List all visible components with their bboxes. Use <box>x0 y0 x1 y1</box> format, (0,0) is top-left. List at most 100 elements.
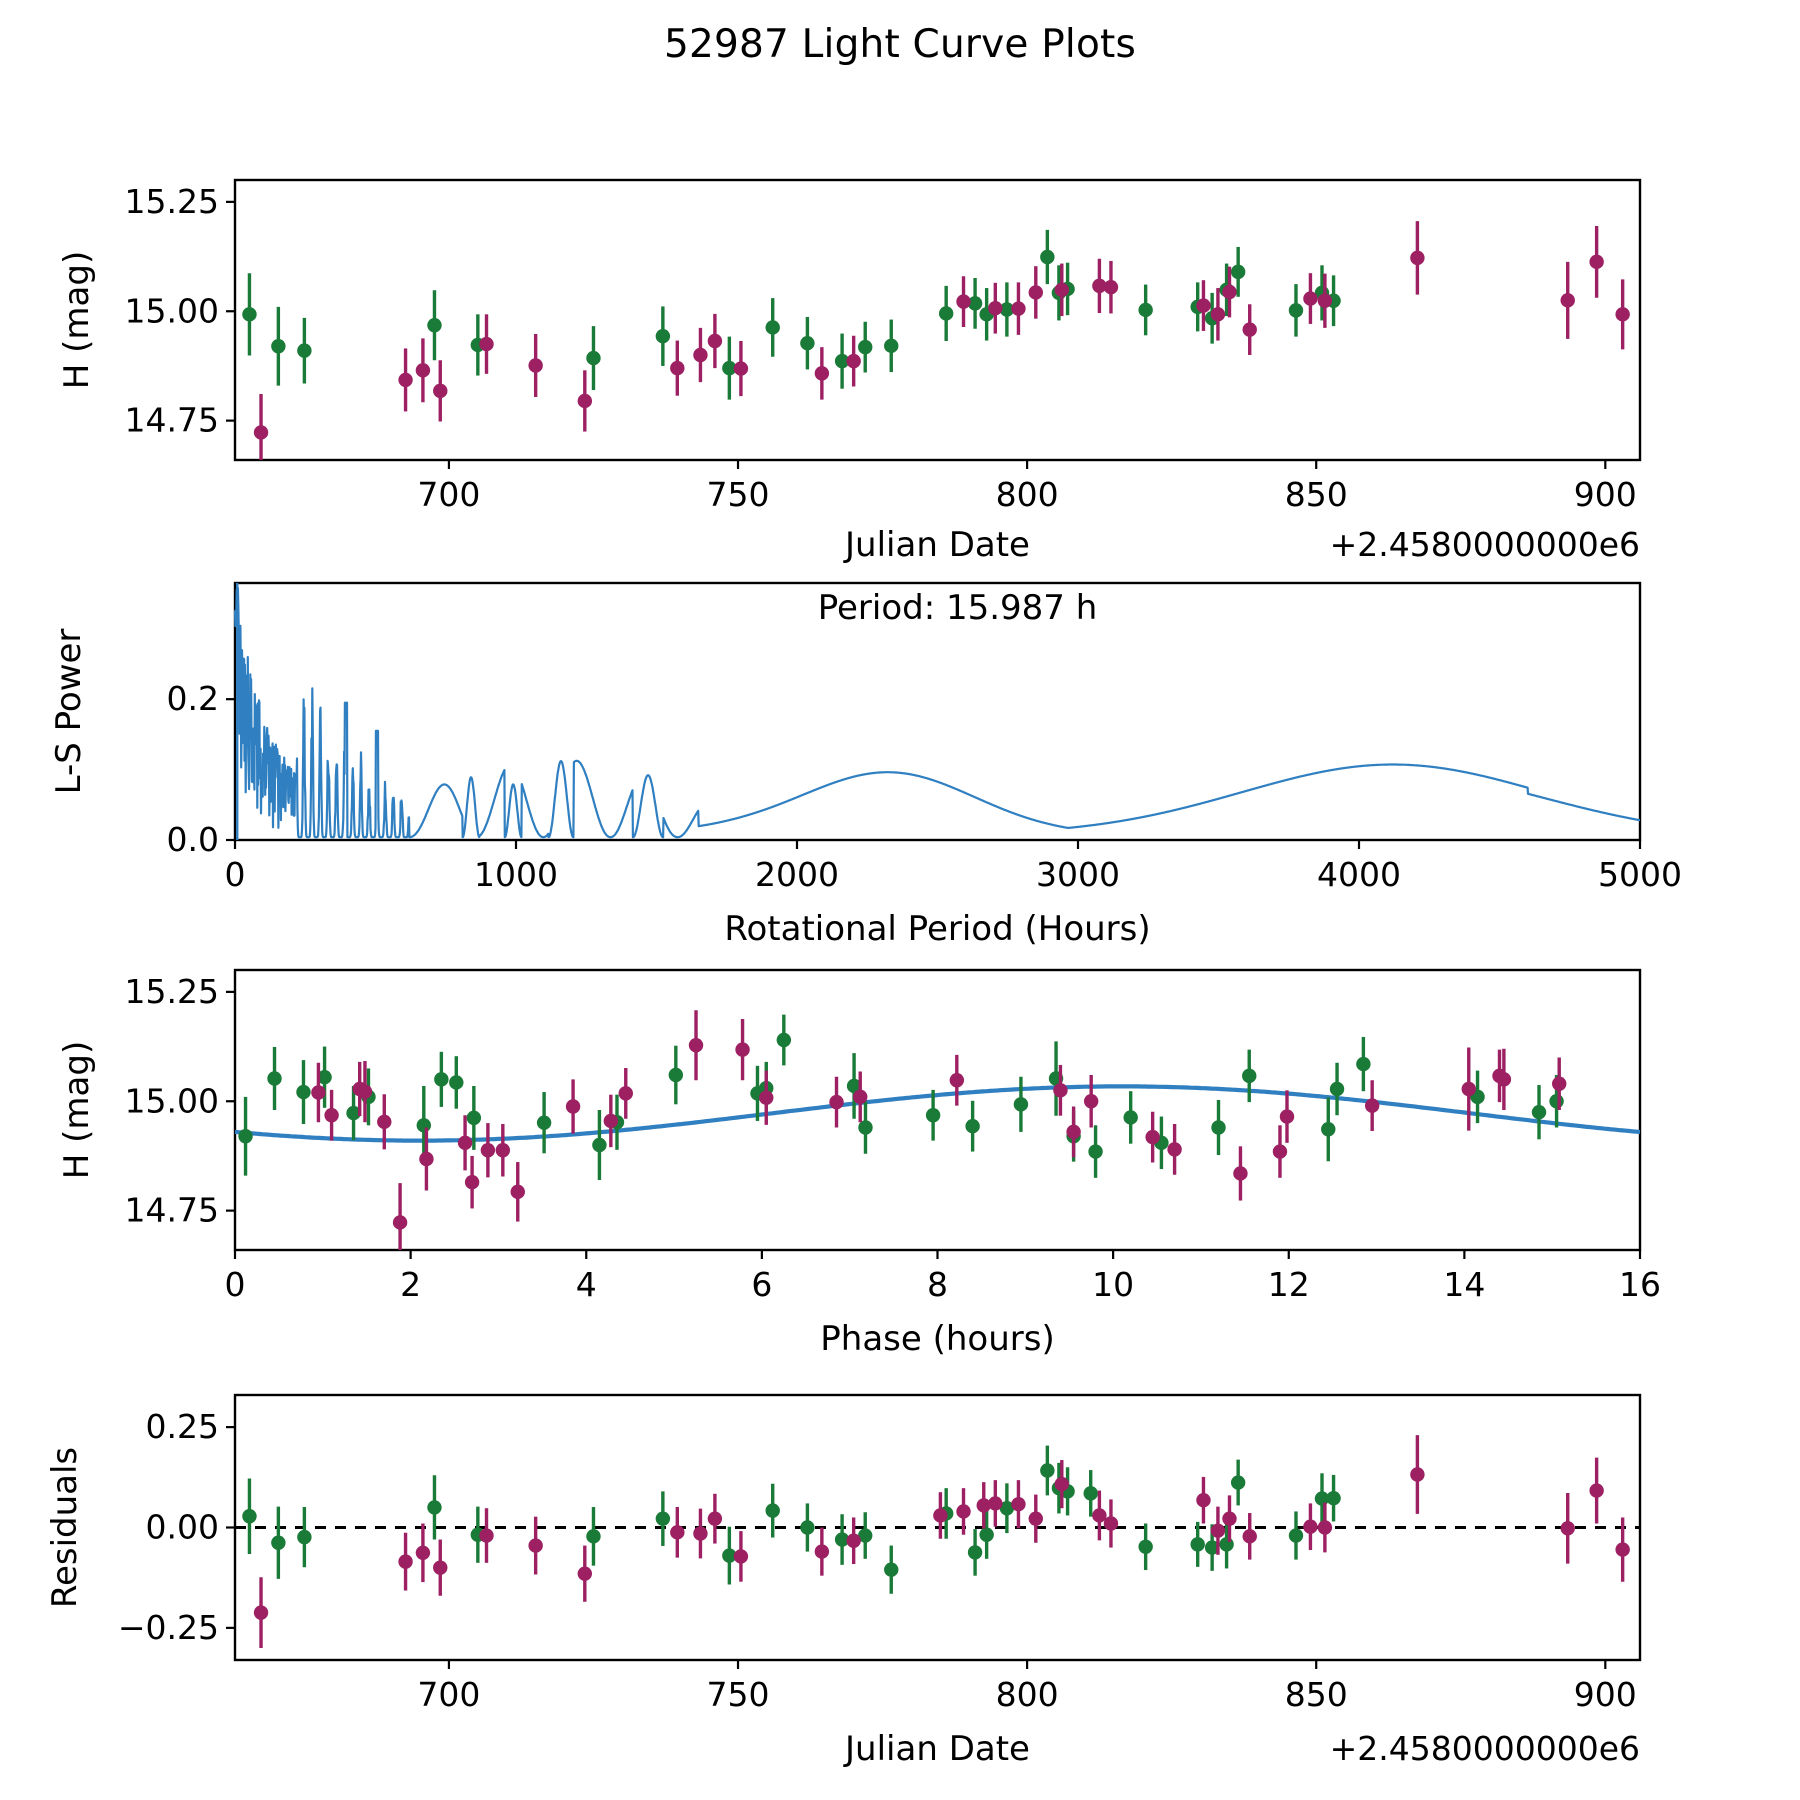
y-axis-label: H (mag) <box>57 251 97 389</box>
page-title: 52987 Light Curve Plots <box>663 22 1137 67</box>
data-point <box>603 1113 619 1129</box>
data-point <box>528 1538 543 1553</box>
data-point <box>853 1089 868 1105</box>
axes-frame <box>233 178 1642 462</box>
data-point <box>1040 249 1055 265</box>
lightcurve-plot: 700 750 800 850 900 Julian Date +2.4580000000e… <box>57 178 1642 565</box>
data-point <box>242 1509 257 1524</box>
data-point <box>1615 307 1630 322</box>
data-point <box>586 1529 601 1544</box>
data-point <box>1410 250 1425 266</box>
data-point <box>735 1042 750 1057</box>
x-axis-label: Phase (hours) <box>820 1319 1054 1359</box>
data-point <box>1230 1475 1246 1490</box>
data-point <box>433 383 448 399</box>
data-point <box>1560 1521 1575 1536</box>
data-point <box>668 1067 684 1083</box>
data-point <box>834 1532 850 1547</box>
x-tick-label: 0 <box>225 855 246 894</box>
data-point <box>846 1533 861 1548</box>
periodogram-curve <box>233 587 1641 839</box>
data-point <box>392 1215 408 1230</box>
data-point <box>510 1184 525 1200</box>
data-point <box>1288 303 1304 318</box>
x-axis-label: Rotational Period (Hours) <box>724 909 1150 949</box>
data-point <box>967 1545 983 1560</box>
data-point <box>988 1496 1003 1511</box>
y-axis: 0.25 0.00 −0.25 Residuals <box>45 1407 235 1647</box>
data-point <box>1103 279 1119 295</box>
y-tick-label: 14.75 <box>125 401 219 440</box>
data-point <box>1233 1166 1248 1181</box>
data-point <box>722 1548 737 1563</box>
data-point <box>938 306 954 321</box>
y-axis-label: Residuals <box>45 1447 85 1608</box>
series-magenta <box>253 221 1630 460</box>
data-point <box>586 350 601 366</box>
x-tick-label: 4000 <box>1317 855 1401 894</box>
data-point <box>577 1566 593 1581</box>
data-point <box>999 302 1015 317</box>
data-point <box>1303 291 1318 306</box>
data-point <box>1145 1129 1160 1145</box>
data-point <box>765 1503 780 1518</box>
data-point <box>1531 1104 1547 1120</box>
y-axis: 0.0 0.2 L-S Power <box>49 629 235 859</box>
data-point <box>242 307 257 322</box>
data-point <box>707 333 723 349</box>
data-point <box>933 1508 948 1523</box>
phasefold-plot: 0 2 4 6 8 10 12 14 16 Phase (hours) 15.25 15.00 14.7… <box>57 968 1661 1359</box>
data-point <box>1083 1094 1099 1109</box>
data-point <box>956 294 971 309</box>
data-point <box>776 1032 792 1048</box>
data-point <box>733 1549 749 1564</box>
x-axis-label: Julian Date <box>843 1729 1030 1769</box>
x-tick-label: 700 <box>417 475 480 514</box>
data-point <box>1461 1081 1476 1097</box>
panel-residuals: 700 750 800 850 900 Julian Date +2.4580000000e… <box>0 1370 1800 1770</box>
x-tick-label: 750 <box>707 1675 770 1714</box>
data-point <box>416 1118 431 1133</box>
x-axis: 0 2 4 6 8 10 12 14 16 Phase (hours) <box>225 1250 1661 1359</box>
x-tick-label: 900 <box>1574 1675 1637 1714</box>
x-tick-label: 1000 <box>474 855 558 894</box>
x-axis: 0 1000 2000 3000 4000 5000 Rotational Period (… <box>225 840 1682 949</box>
data-point <box>1230 264 1246 280</box>
data-point <box>722 360 737 376</box>
data-point <box>1222 1511 1237 1526</box>
data-point <box>1204 1540 1220 1555</box>
data-point <box>1066 1124 1081 1140</box>
y-axis: 15.25 15.00 14.75 H (mag) <box>57 182 235 440</box>
data-points <box>242 221 1630 460</box>
data-point <box>1272 1144 1288 1159</box>
data-point <box>1279 1109 1295 1124</box>
data-point <box>311 1085 326 1100</box>
data-point <box>1167 1142 1182 1157</box>
data-point <box>688 1038 704 1053</box>
data-point <box>1196 1492 1211 1508</box>
data-point <box>1288 1528 1304 1543</box>
data-point <box>884 1562 899 1577</box>
data-point <box>1210 1523 1226 1538</box>
data-point <box>1303 1519 1318 1534</box>
x-axis-label: Julian Date <box>843 525 1030 565</box>
data-point <box>592 1137 607 1153</box>
data-point <box>1040 1463 1055 1478</box>
x-tick-label: 750 <box>707 475 770 514</box>
data-point <box>1028 285 1043 300</box>
x-tick-label: 12 <box>1268 1265 1310 1304</box>
x-axis: 700 750 800 850 900 Julian Date +2.4580000000e… <box>417 460 1640 565</box>
data-point <box>495 1143 511 1158</box>
data-point <box>398 372 413 388</box>
data-point <box>999 1501 1015 1516</box>
axes-frame <box>233 581 1642 842</box>
data-point <box>419 1151 434 1167</box>
data-point <box>479 336 494 352</box>
x-axis-offset-label: +2.4580000000e6 <box>1330 525 1640 564</box>
data-point <box>846 1078 862 1094</box>
residuals-plot: 700 750 800 850 900 Julian Date +2.4580000000e… <box>45 1393 1642 1769</box>
data-point <box>858 1528 873 1543</box>
data-point <box>967 296 983 311</box>
periodogram-plot: 0 1000 2000 3000 4000 5000 Rotational Period (… <box>49 581 1682 949</box>
